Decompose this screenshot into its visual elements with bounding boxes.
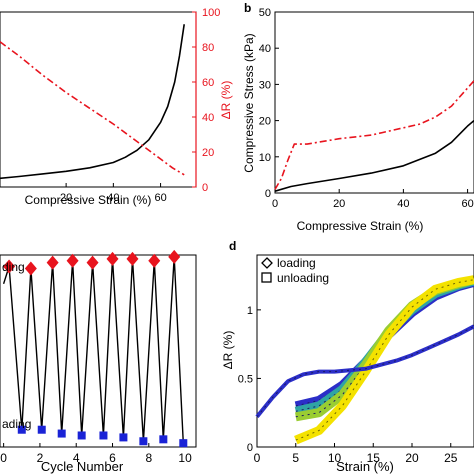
y-axis-label: ΔR (%) [221,331,235,370]
ytick-label: 1 [247,305,253,317]
ytick-label: 30 [259,79,271,91]
plot-frame [256,254,474,448]
ytick-label-right: 40 [202,112,214,124]
ytick-label-right: 80 [202,42,214,54]
unloading-marker [57,429,66,438]
xtick-label: 60 [461,198,473,210]
x-axis-label: Compressive Strain (%) [25,193,152,207]
panel-b: b 0 10 20 30 40 50 0 20 40 60 Compressive Strain (%… [242,1,474,233]
loading-marker [126,251,139,266]
ytick-label-right: 20 [202,147,214,159]
ytick-label: 0 [265,188,271,200]
ytick-label: 40 [259,43,271,55]
xtick-label: 2 [37,451,44,465]
ytick-label: 0 [247,442,253,454]
unloading-marker [119,433,128,442]
xtick-label: 40 [107,192,119,204]
y-axis-label-right: ΔR (%) [219,81,233,120]
ytick-label-right: 0 [202,182,208,194]
y-axis-label: Compressive Stress (kPa) [242,33,256,172]
loading-marker [86,255,99,270]
xtick-label: 0 [272,198,278,210]
ytick-label-right: 100 [202,7,220,19]
xtick-label: 8 [145,451,152,465]
legend-entry: ading [2,417,31,431]
xtick-label: 5 [292,451,299,465]
xtick-label: 20 [333,198,345,210]
series-band-4 [294,275,474,445]
legend-entry: loading [277,256,316,270]
plot-frame [0,254,197,448]
legend-diamond-icon [261,257,273,269]
legend-entry: unloading [277,271,329,285]
panel-c: 0 2 4 6 8 10 Cycle Number ding ading [0,249,197,474]
legend-square-icon [261,272,272,283]
plot-frame [274,11,474,194]
panel-label: d [229,239,236,253]
loading-marker [168,249,181,264]
unloading-marker [37,425,46,434]
xtick-label: 0 [0,451,7,465]
series-line-0 [0,24,185,180]
legend-entry: ding [2,260,25,274]
series-markers-0 [256,325,474,418]
loading-marker [24,261,37,276]
xtick-label: 60 [154,192,166,204]
xtick-label: 40 [397,198,409,210]
xtick-label: 20 [60,192,72,204]
xtick-label: 10 [328,451,342,465]
x-axis-label: Cycle Number [41,459,124,474]
plot-frame [0,11,197,188]
unloading-marker [17,425,26,434]
ytick-label-right: 60 [202,77,214,89]
series-line-0 [274,119,474,192]
xtick-label: 25 [444,451,458,465]
loading-marker [46,255,59,270]
loading-marker [66,253,79,268]
xtick-label: 15 [367,451,381,465]
loading-marker [3,259,16,274]
loading-marker [148,253,161,268]
ytick-label: 10 [259,152,271,164]
series-markers-4 [295,279,474,441]
xtick-label: 0 [254,451,261,465]
xtick-label: 10 [178,451,192,465]
ytick-label: 50 [259,7,271,19]
x-axis-label: Compressive Strain (%) [297,219,424,233]
unloading-marker [179,439,188,448]
series-line-1 [0,41,185,176]
unloading-marker [159,435,168,444]
ytick-label: 0.5 [238,373,253,385]
x-axis-label: Strain (%) [336,459,394,474]
panel-label: b [244,1,251,15]
xtick-label: 4 [73,451,80,465]
loading-marker [106,251,119,266]
series-line-0 [2,256,186,446]
unloading-marker [77,431,86,440]
series-line-1 [274,80,474,190]
ytick-label: 20 [259,116,271,128]
xtick-label: 20 [405,451,419,465]
unloading-marker [139,437,148,446]
unloading-marker [99,431,108,440]
xtick-label: 6 [109,451,116,465]
